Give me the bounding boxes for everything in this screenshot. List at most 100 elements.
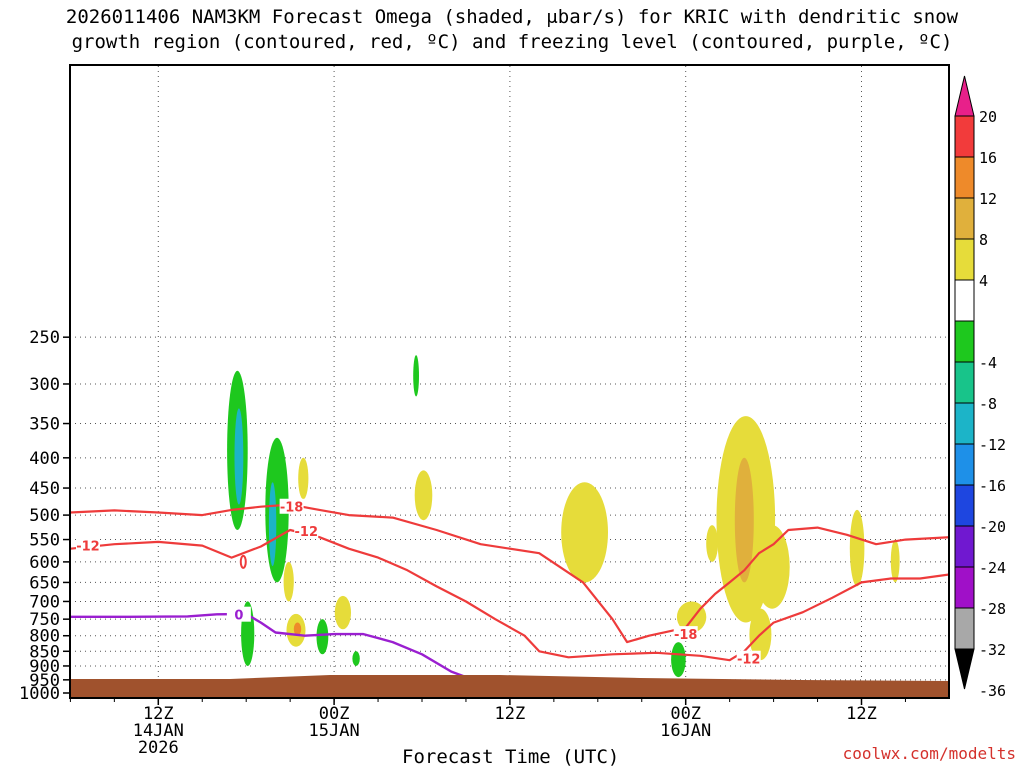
x-tick-label: 12Z [143, 704, 174, 724]
y-tick-label: 950 [29, 671, 60, 691]
omega-area [849, 509, 865, 587]
omega-area [561, 482, 608, 583]
contour-label: -18 [674, 628, 698, 643]
x-tick-label: 12Z [846, 704, 877, 724]
x-tick-label: 15JAN [309, 721, 360, 741]
contour-label-bg [226, 606, 251, 622]
omega-area [293, 622, 302, 636]
colorbar-tick-label: 4 [979, 272, 988, 290]
y-tick-label: 1000 [19, 684, 60, 704]
colorbar-band [954, 566, 975, 609]
colorbar-band [954, 525, 975, 568]
colorbar-band [954, 607, 975, 650]
colorbar-tick-label: 8 [979, 231, 988, 249]
y-tick-label: 350 [29, 415, 60, 435]
omega-area [352, 651, 360, 666]
y-tick-label: 250 [29, 328, 60, 348]
contour-label: 0 [234, 609, 243, 624]
x-tick-label: 00Z [319, 704, 350, 724]
colorbar-tick-label: -24 [979, 559, 1006, 577]
isotherm-loop [239, 554, 247, 569]
y-tick-label: 750 [29, 610, 60, 630]
colorbar-band [954, 361, 975, 404]
colorbar-tick-label: -20 [979, 518, 1006, 536]
y-tick-label: 300 [29, 375, 60, 395]
y-tick-label: 650 [29, 573, 60, 593]
colorbar-bottom-extension [954, 648, 975, 690]
x-tick-label: 12Z [495, 704, 526, 724]
y-tick-label: 800 [29, 627, 60, 647]
watermark: coolwx.com/modelts [842, 744, 1016, 763]
terrain-surface [70, 675, 949, 698]
colorbar-band [954, 320, 975, 363]
omega-area [890, 539, 900, 583]
contour-label-bg [294, 523, 319, 539]
contour-label-bg [736, 650, 761, 666]
colorbar-tick-label: -16 [979, 477, 1006, 495]
omega-area [754, 525, 790, 609]
contour-label: -12 [737, 653, 761, 668]
contour-label: -18 [280, 501, 304, 516]
contour-label: -12 [76, 540, 100, 555]
colorbar-top-extension [954, 75, 975, 117]
y-axis: 2503003504004505005506006507007508008509… [19, 328, 70, 704]
chart-title-line1: 2026011406 NAM3KM Forecast Omega (shaded… [65, 6, 959, 28]
isotherm-line [70, 528, 949, 662]
colorbar-tick-label: -32 [979, 641, 1006, 659]
omega-area [334, 595, 351, 630]
colorbar-band [954, 484, 975, 527]
chart-title-line2: growth region (contoured, red, ºC) and f… [71, 31, 953, 53]
x-tick-label: 14JAN [133, 721, 184, 741]
contour-label-bg [673, 626, 698, 642]
colorbar-tick-label: 20 [979, 108, 997, 126]
colorbar-tick-label: 12 [979, 190, 997, 208]
omega-area [413, 355, 419, 397]
y-tick-label: 600 [29, 553, 60, 573]
colorbar-tick-label: -8 [979, 395, 997, 413]
y-tick-label: 550 [29, 531, 60, 551]
omega-area [734, 457, 754, 583]
temperature-contours: -18 -12 -12 -18 -12 0 [70, 498, 949, 695]
colorbar-band [954, 156, 975, 199]
x-axis-label: Forecast Time (UTC) [402, 746, 620, 768]
omega-area [706, 525, 718, 562]
contour-label-bg [75, 537, 100, 553]
x-tick-label: 16JAN [660, 721, 711, 741]
omega-area [671, 642, 686, 678]
y-tick-label: 850 [29, 642, 60, 662]
y-tick-label: 400 [29, 449, 60, 469]
isotherm-line [70, 503, 949, 644]
colorbar: 20 16 12 8 4 -4 -8 -12 -16 -20 -24 -28 -32 -36 [954, 75, 1006, 700]
omega-area [298, 457, 309, 500]
y-tick-label: 900 [29, 657, 60, 677]
freezing-level-line [70, 612, 496, 692]
omega-area [414, 470, 433, 521]
contour-label: -12 [295, 525, 319, 540]
grid [70, 66, 949, 697]
omega-area [283, 561, 294, 602]
y-tick-label: 450 [29, 479, 60, 499]
x-tick-label: 2026 [138, 738, 179, 758]
colorbar-tick-label: 16 [979, 149, 997, 167]
y-tick-label: 700 [29, 592, 60, 612]
contour-label-bg [279, 498, 304, 514]
omega-shading [227, 355, 900, 678]
terrain [70, 675, 949, 698]
colorbar-tick-label: -4 [979, 354, 997, 372]
colorbar-band [954, 115, 975, 158]
omega-area [316, 619, 329, 655]
colorbar-band [954, 443, 975, 486]
x-tick-label: 00Z [670, 704, 701, 724]
omega-area [268, 482, 277, 567]
colorbar-band [954, 197, 975, 240]
colorbar-band [954, 238, 975, 281]
y-tick-label: 500 [29, 506, 60, 526]
colorbar-band [954, 279, 975, 322]
colorbar-band [954, 402, 975, 445]
colorbar-tick-label: -28 [979, 600, 1006, 618]
colorbar-tick-label: -36 [979, 682, 1006, 700]
colorbar-tick-label: -12 [979, 436, 1006, 454]
omega-area [234, 408, 244, 505]
